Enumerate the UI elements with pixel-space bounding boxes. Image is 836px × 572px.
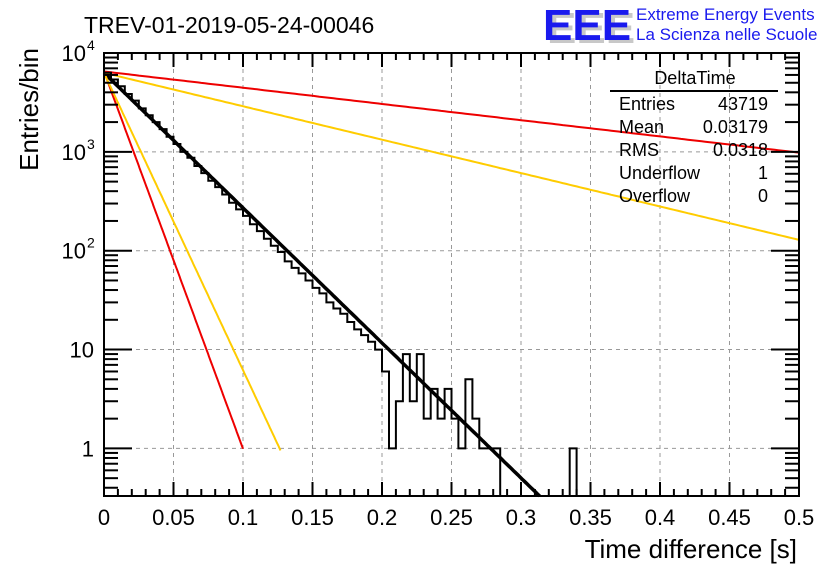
histogram-bin [319, 293, 326, 496]
histogram-bin [354, 329, 361, 496]
stats-title: DeltaTime [654, 68, 735, 88]
chart-title: TREV-01-2019-05-24-00046 [84, 12, 374, 38]
stats-value: 43719 [718, 94, 768, 114]
histogram-bin [271, 246, 278, 496]
fit-curve-yellow-fast [103, 72, 282, 451]
histogram-bin [264, 239, 271, 496]
histogram-bin [257, 231, 264, 496]
histogram-bin [125, 94, 132, 496]
histogram-bin [278, 252, 285, 496]
histogram-bin [382, 372, 389, 497]
y-tick-label: 10 [62, 41, 86, 66]
histogram-bin [180, 152, 187, 496]
histogram-bin [222, 195, 229, 497]
x-tick-label: 0.3 [506, 505, 537, 530]
histogram-bin [201, 173, 208, 496]
x-axis-title: Time difference [s] [585, 534, 797, 564]
x-tick-label: 0.35 [569, 505, 612, 530]
histogram-bin [313, 288, 320, 496]
stats-label: RMS [619, 140, 659, 160]
y-tick-label: 10 [62, 140, 86, 165]
histogram-bin [187, 158, 194, 496]
logo-line1: Extreme Energy Events [636, 5, 815, 24]
histogram-bin [403, 354, 410, 496]
histogram-bin [368, 342, 375, 496]
logo: EEE EEE Extreme Energy Events La Scienza… [543, 1, 817, 53]
histogram-bin [236, 209, 243, 496]
histogram-bin [292, 268, 299, 496]
histogram-bin [570, 448, 577, 496]
x-tick-label: 0.15 [291, 505, 334, 530]
histogram-bin [215, 187, 222, 496]
histogram-bin [452, 419, 459, 496]
stats-label: Entries [619, 94, 675, 114]
logo-mark: EEE [543, 1, 631, 50]
histogram-bin [333, 309, 340, 497]
x-tick-label: 0.4 [645, 505, 676, 530]
fit-curve-yellow-slow [103, 71, 800, 241]
y-tick-label: 10 [62, 239, 86, 264]
y-tick-label: 10 [70, 338, 94, 363]
stats-value: 0.0318 [713, 140, 768, 160]
y-tick-label-exponent: 4 [87, 37, 95, 53]
y-tick-label-exponent: 2 [87, 235, 95, 251]
y-tick-label-exponent: 3 [87, 136, 95, 152]
stats-value: 1 [758, 163, 768, 183]
y-tick-label: 1 [82, 436, 94, 461]
histogram-bin [104, 73, 111, 496]
x-tick-label: 0.25 [430, 505, 473, 530]
logo-mark-shadow: EEE [547, 4, 635, 53]
x-tick-label: 0.5 [784, 505, 815, 530]
logo-line2: La Scienza nelle Scuole [636, 25, 817, 44]
grid [104, 53, 799, 496]
histogram-bin [361, 335, 368, 496]
y-axis-title: Entries/bin [14, 48, 44, 171]
histogram-bin [167, 137, 174, 496]
stats-box: DeltaTime Entries 43719 Mean 0.03179 RMS… [610, 68, 778, 206]
histogram-bin [146, 115, 153, 496]
histogram-bin [250, 224, 257, 496]
histogram-bin [479, 448, 486, 496]
histogram-bin [465, 379, 472, 496]
x-tick-label: 0 [98, 505, 110, 530]
stats-value: 0 [758, 186, 768, 206]
histogram-bin [299, 273, 306, 496]
histogram-bin [160, 129, 167, 496]
histogram-bin [486, 448, 493, 496]
stats-label: Mean [619, 117, 664, 137]
fit-curve-red-slow [103, 70, 800, 154]
x-ticks: 0 0.05 0.1 0.15 0.2 0.25 0.3 0.35 0.4 0.45 0.5 [98, 53, 814, 530]
histogram-bin [243, 216, 250, 496]
histogram-bin [424, 419, 431, 496]
x-tick-label: 0.05 [152, 505, 195, 530]
histogram-bin [458, 448, 465, 496]
x-tick-label: 0.45 [708, 505, 751, 530]
histogram-bin [111, 80, 118, 497]
histogram-bin [347, 322, 354, 496]
stats-label: Overflow [619, 186, 691, 206]
x-tick-label: 0.1 [228, 505, 259, 530]
stats-value: 0.03179 [703, 117, 768, 137]
histogram-bin [285, 261, 292, 496]
histogram-bin [375, 350, 382, 496]
histogram-bin [389, 448, 396, 496]
histogram-bin [118, 86, 125, 496]
histogram-bin [326, 302, 333, 496]
stats-label: Underflow [619, 163, 701, 183]
histogram-bin [340, 314, 347, 496]
histogram-bin [431, 389, 438, 496]
histogram-bin [306, 281, 313, 497]
histogram-bin [174, 144, 181, 496]
x-tick-label: 0.2 [367, 505, 398, 530]
fit-curve-red-fast [103, 71, 244, 450]
histogram-bin [438, 419, 445, 496]
